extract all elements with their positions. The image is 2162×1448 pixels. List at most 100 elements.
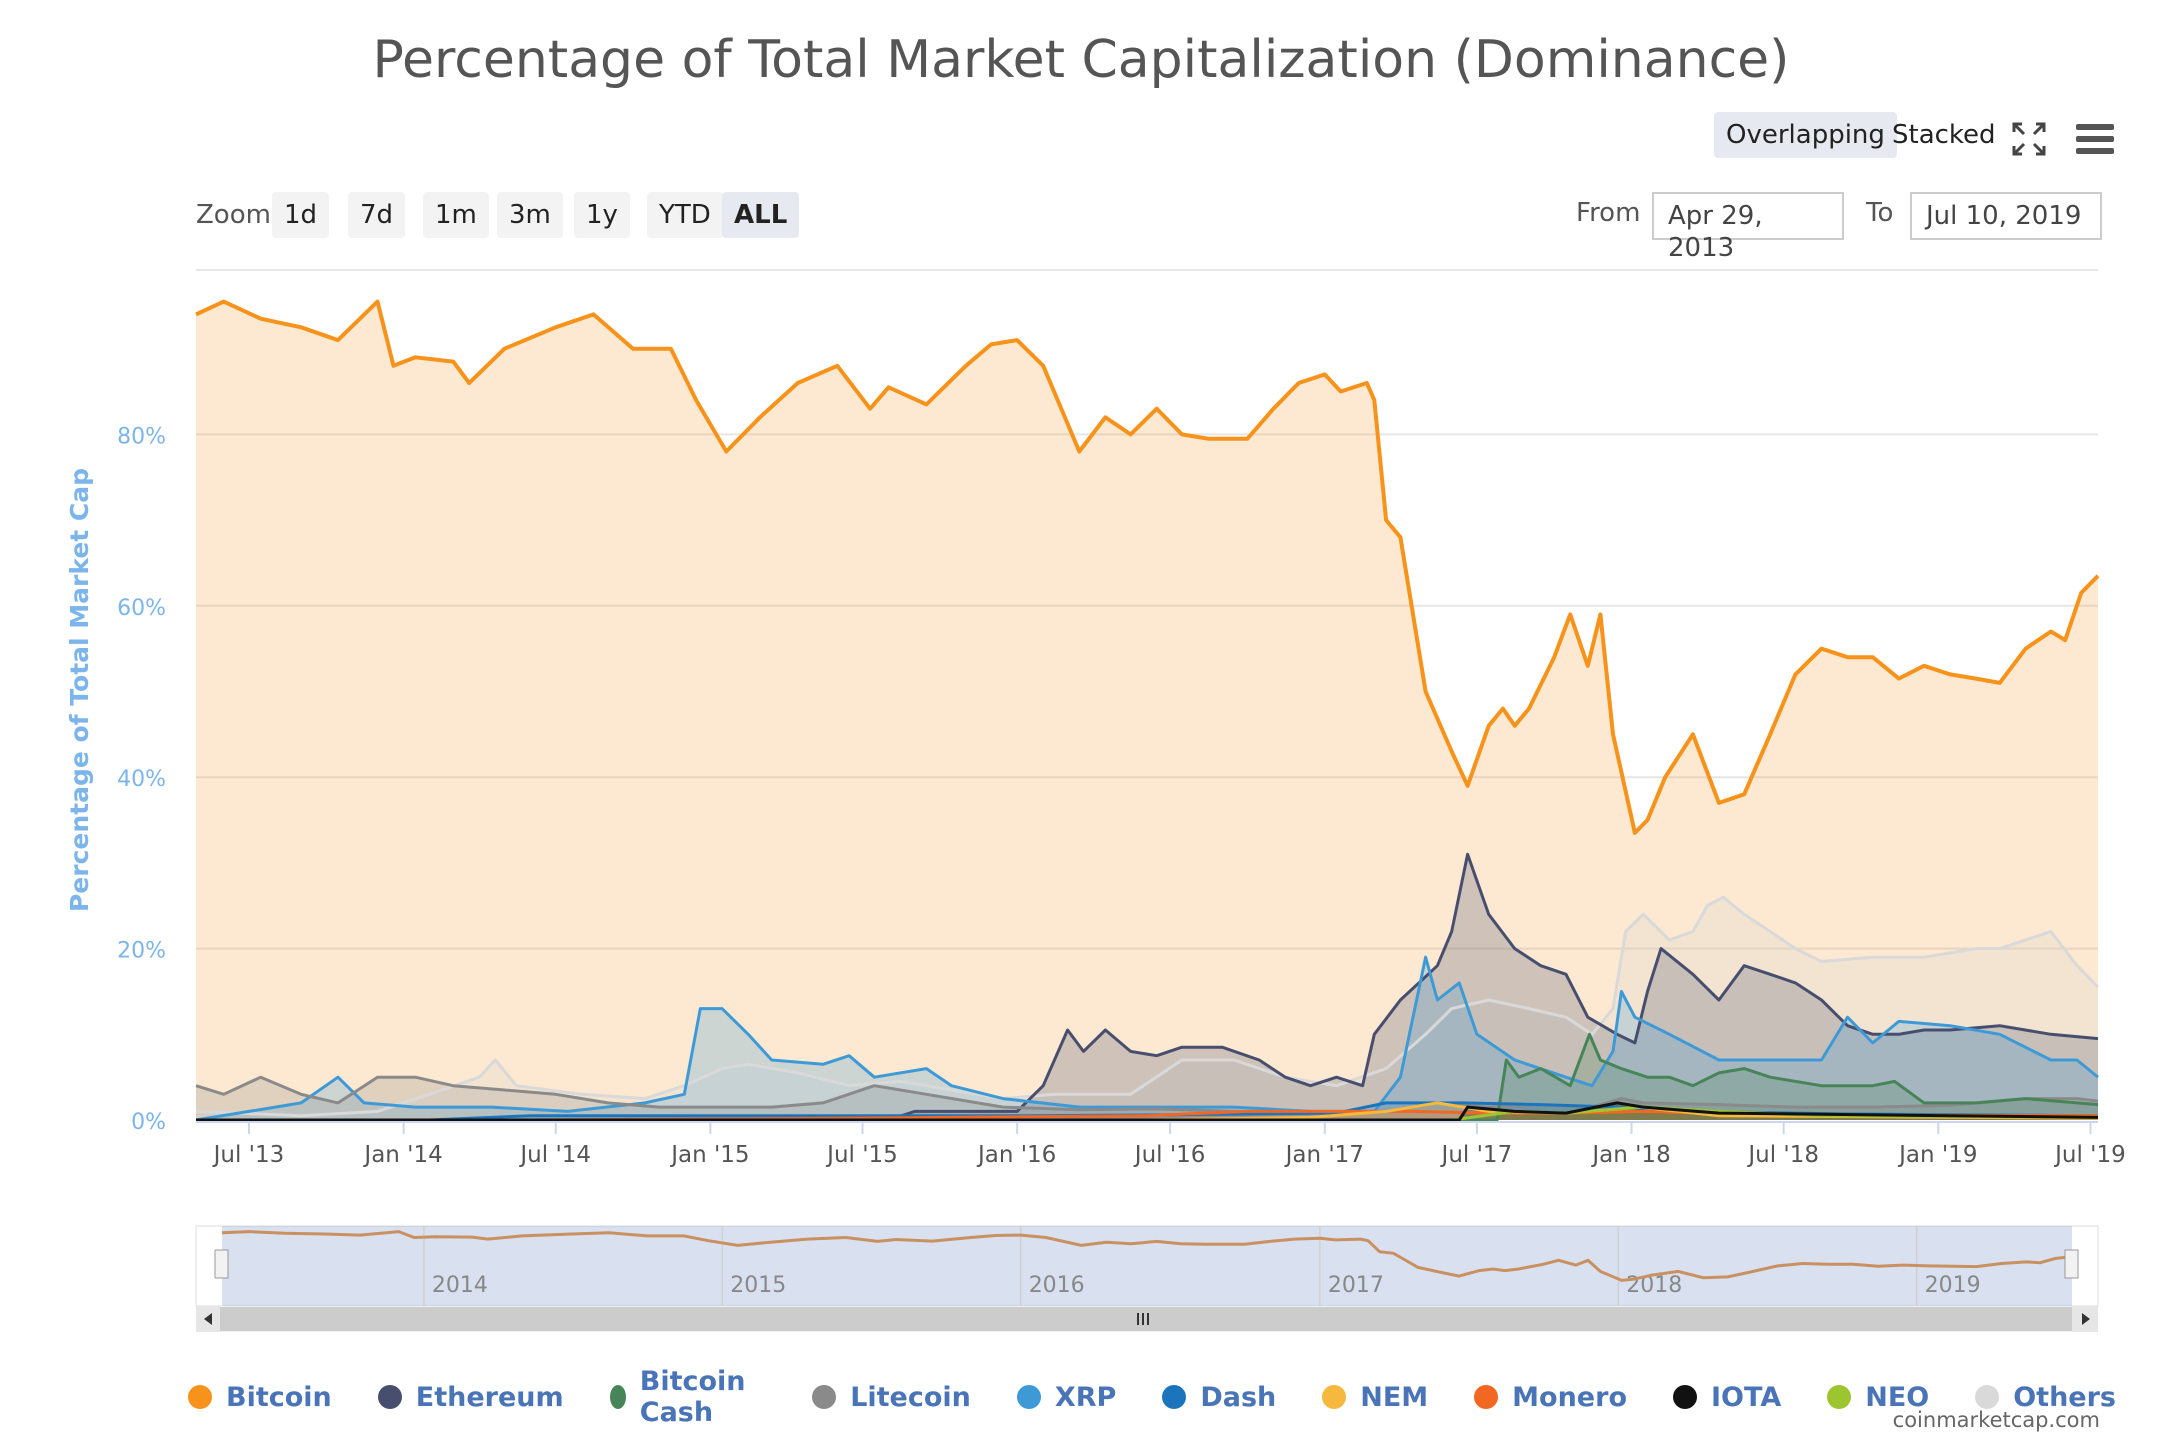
zoom-all[interactable]: ALL bbox=[722, 192, 800, 238]
navigator-year-label: 2014 bbox=[432, 1273, 488, 1298]
zoom-3m[interactable]: 3m bbox=[497, 192, 563, 238]
x-tick-label: Jul '19 bbox=[2053, 1142, 2126, 1168]
series-areas bbox=[196, 301, 2098, 1121]
zoom-label: Zoom bbox=[196, 200, 271, 230]
x-tick-label: Jan '18 bbox=[1590, 1142, 1670, 1168]
legend-marker-icon bbox=[1975, 1385, 2000, 1409]
overlapping-button[interactable]: Overlapping bbox=[1714, 112, 1897, 158]
legend-label: Litecoin bbox=[850, 1381, 971, 1413]
scroll-left-arrow-icon bbox=[204, 1313, 212, 1325]
x-tick-label: Jul '16 bbox=[1133, 1142, 1206, 1168]
legend-item-ethereum[interactable]: Ethereum bbox=[377, 1366, 564, 1428]
grid-lines bbox=[196, 433, 2098, 950]
navigator-grid: 2014 2015 2016 2017 2018 2019 bbox=[423, 1226, 1981, 1306]
x-tick-label: Jan '15 bbox=[669, 1142, 749, 1168]
x-tick-label: Jan '14 bbox=[362, 1142, 442, 1168]
zoom-ytd[interactable]: YTD bbox=[647, 192, 723, 238]
navigator-left-handle[interactable] bbox=[214, 1249, 229, 1279]
y-tick-label: 20% bbox=[117, 939, 166, 964]
area-neo bbox=[196, 1107, 2098, 1120]
navigator-year-label: 2018 bbox=[1626, 1273, 1682, 1298]
x-axis: Jul '13 Jan '14 Jul '14 Jan '15 Jul '15 Jan '… bbox=[196, 1121, 2126, 1168]
legend-item-bitcoin-cash[interactable]: Bitcoin Cash bbox=[609, 1366, 767, 1428]
x-tick-label: Jan '19 bbox=[1897, 1142, 1977, 1168]
legend-label: Dash bbox=[1200, 1381, 1277, 1413]
zoom-7d[interactable]: 7d bbox=[348, 192, 406, 238]
zoom-1d[interactable]: 1d bbox=[272, 192, 330, 238]
legend-marker-icon bbox=[1016, 1385, 1041, 1409]
legend-item-xrp[interactable]: XRP bbox=[1016, 1366, 1117, 1428]
y-tick-label: 0% bbox=[131, 1110, 166, 1135]
legend-marker-icon bbox=[1673, 1385, 1697, 1409]
x-tick-label: Jul '15 bbox=[825, 1142, 898, 1168]
legend-item-dash[interactable]: Dash bbox=[1162, 1366, 1276, 1428]
legend-item-others[interactable]: Others bbox=[1975, 1366, 2116, 1428]
legend-marker-icon bbox=[1322, 1385, 1347, 1409]
legend-marker-icon bbox=[188, 1385, 212, 1409]
legend-marker-icon bbox=[1827, 1385, 1852, 1409]
line-bitcoin-cash bbox=[196, 1032, 2099, 1122]
legend-item-bitcoin[interactable]: Bitcoin bbox=[188, 1366, 332, 1428]
navigator[interactable]: 2014 2015 2016 2017 2018 2019 bbox=[195, 1225, 2099, 1332]
fullscreen-icon-svg bbox=[2012, 122, 2046, 156]
area-bitcoin bbox=[196, 301, 2098, 1121]
legend-item-monero[interactable]: Monero bbox=[1474, 1366, 1627, 1428]
x-tick-label: Jul '13 bbox=[212, 1142, 285, 1168]
to-label: To bbox=[1866, 198, 1894, 228]
navigator-right-handle[interactable] bbox=[2064, 1249, 2079, 1279]
legend-label: Bitcoin Cash bbox=[639, 1366, 746, 1428]
legend-label: NEO bbox=[1865, 1381, 1930, 1413]
y-tick-label: 40% bbox=[117, 767, 166, 792]
legend-label: Monero bbox=[1512, 1381, 1627, 1413]
legend-marker-icon bbox=[1162, 1385, 1187, 1409]
x-tick-label: Jul '17 bbox=[1440, 1142, 1513, 1168]
area-xrp bbox=[196, 957, 2098, 1120]
line-bitcoin bbox=[195, 299, 2100, 835]
legend-label: Bitcoin bbox=[226, 1381, 332, 1413]
line-iota bbox=[196, 1101, 2099, 1122]
legend-label: IOTA bbox=[1711, 1381, 1782, 1413]
legend-label: Others bbox=[2013, 1381, 2116, 1413]
from-label: From bbox=[1576, 198, 1641, 228]
navigator-year-label: 2015 bbox=[730, 1273, 786, 1298]
from-date-input[interactable]: Apr 29, 2013 bbox=[1652, 192, 1844, 263]
navigator-year-label: 2019 bbox=[1925, 1273, 1981, 1298]
chart-title: Percentage of Total Market Capitalizatio… bbox=[372, 30, 1790, 90]
y-axis-title: Percentage of Total Market Cap bbox=[65, 468, 94, 912]
menu-icon[interactable] bbox=[2076, 122, 2114, 156]
zoom-1y[interactable]: 1y bbox=[574, 192, 630, 238]
y-tick-label: 60% bbox=[117, 596, 166, 621]
navigator-series-line bbox=[221, 1230, 2073, 1282]
area-nem bbox=[196, 1102, 2098, 1120]
x-tick-label: Jan '17 bbox=[1284, 1142, 1364, 1168]
to-date-input[interactable]: Jul 10, 2019 bbox=[1910, 192, 2102, 240]
credits-link[interactable]: coinmarketcap.com bbox=[1892, 1408, 2100, 1432]
legend-marker-icon bbox=[812, 1385, 837, 1409]
line-litecoin bbox=[195, 1075, 2099, 1115]
navigator-mask[interactable] bbox=[222, 1226, 2072, 1306]
legend-marker-icon bbox=[1474, 1385, 1499, 1409]
menu-icon-svg bbox=[2076, 124, 2114, 154]
series-lines bbox=[195, 299, 2100, 1122]
legend-item-neo[interactable]: NEO bbox=[1827, 1366, 1929, 1428]
x-tick-label: Jan '16 bbox=[976, 1142, 1056, 1168]
y-axis: 0% 20% 40% 60% 80% bbox=[117, 424, 166, 1135]
legend-label: NEM bbox=[1360, 1381, 1429, 1413]
scroll-right-arrow-icon bbox=[2082, 1313, 2090, 1325]
legend-item-iota[interactable]: IOTA bbox=[1673, 1366, 1781, 1428]
area-ethereum bbox=[196, 854, 2098, 1120]
fullscreen-icon[interactable] bbox=[2012, 122, 2046, 156]
zoom-1m[interactable]: 1m bbox=[423, 192, 489, 238]
legend-label: XRP bbox=[1054, 1381, 1117, 1413]
scrollbar-grip-icon bbox=[1137, 1313, 1149, 1325]
legend-label: Ethereum bbox=[415, 1381, 564, 1413]
legend-marker-icon bbox=[377, 1385, 402, 1409]
y-tick-label: 80% bbox=[117, 424, 166, 449]
scrollbar-thumb[interactable] bbox=[218, 1307, 2072, 1331]
stacked-button[interactable]: Stacked bbox=[1892, 120, 1996, 150]
x-tick-label: Jul '14 bbox=[518, 1142, 591, 1168]
legend-item-nem[interactable]: NEM bbox=[1322, 1366, 1428, 1428]
legend-item-litecoin[interactable]: Litecoin bbox=[812, 1366, 971, 1428]
legend: Bitcoin Ethereum Bitcoin Cash Litecoin XRP Da… bbox=[188, 1366, 2162, 1428]
